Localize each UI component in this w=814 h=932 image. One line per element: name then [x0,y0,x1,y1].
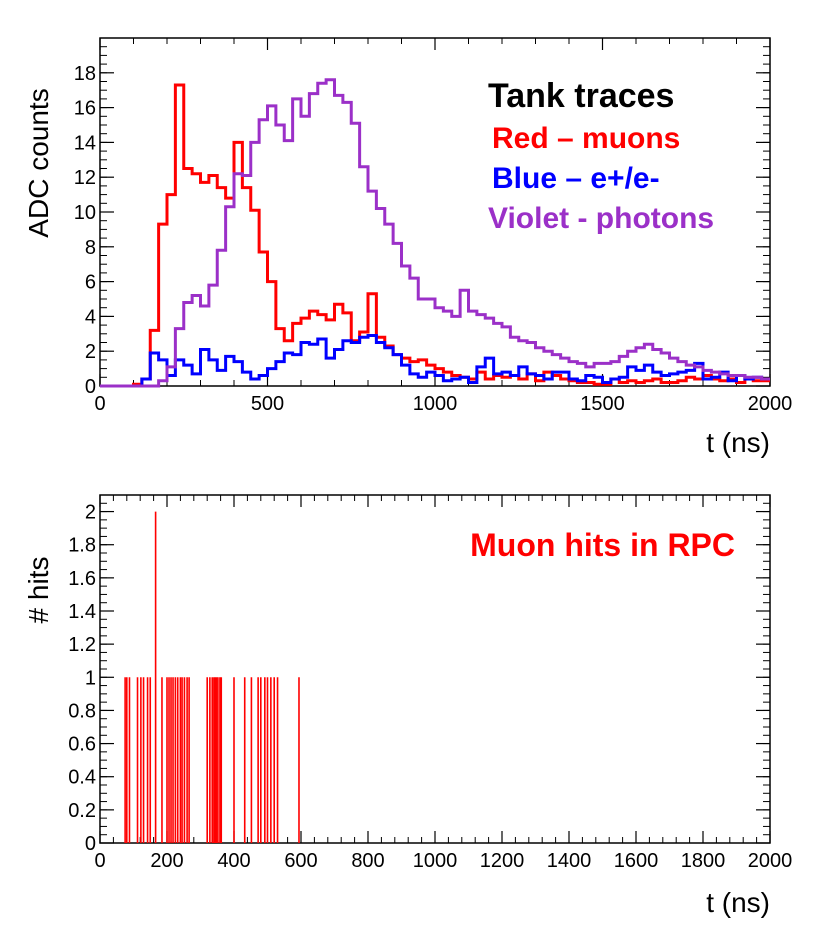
rpc-spike-group [124,511,300,843]
tank-legend: Tank traces Red – muons Blue – e+/e- Vio… [488,77,714,235]
rpc-annotation: Muon hits in RPC [470,527,735,563]
panel1-y-tick-label: 0.4 [68,767,96,789]
panel0-y-tick-label: 4 [85,306,96,328]
panel1-x-tick-label: 600 [284,850,317,872]
panel0-x-tick-label: 1500 [580,393,625,415]
legend-entry-muons: Red – muons [492,122,680,155]
panel1-y-tick-label: 0 [85,833,96,855]
panel1-y-tick-label: 0.6 [68,734,96,756]
panel1-y-tick-label: 1 [85,667,96,689]
panel0-y-tick-label: 2 [85,341,96,363]
tank-trace-panel: 0 500 1000 1500 2000 0 2 4 6 8 10 12 14 16 18 ADC coun… [23,37,793,458]
panel1-x-tick-label: 400 [217,850,250,872]
panel1-x-tick-label: 1200 [480,850,525,872]
panel0-y-tick-label: 18 [74,63,96,85]
panel1-y-tick-label: 1.8 [68,535,96,557]
panel0-y-tick-label: 0 [85,376,96,398]
panel0-y-tick-label: 14 [74,132,96,154]
panel0-y-tick-label: 10 [74,202,96,224]
tank-plot-frame [99,37,771,387]
panel0-x-tick-label: 1000 [413,393,458,415]
legend-title: Tank traces [488,77,674,115]
panel1-y-tick-label: 1.2 [68,634,96,656]
tank-x-axis-title: t (ns) [706,427,770,458]
panel1-x-tick-label: 800 [351,850,384,872]
panel1-x-tick-label: 2000 [748,850,793,872]
panel1-x-tick-label: 1000 [413,850,458,872]
panel0-y-tick-label: 6 [85,272,96,294]
series-line-photons [100,78,770,388]
panel1-y-tick-label: 1.4 [68,601,96,623]
series-line-muons [100,83,770,388]
panel0-x-tick-label: 500 [251,393,284,415]
rpc-hits-panel: 0 200 400 600 800 1000 1200 1400 1600 1800 2000 0 0.… [23,494,793,918]
tank-axis-ticks: 0 500 1000 1500 2000 0 2 4 6 8 10 12 14 16 18 [74,37,793,415]
panel1-y-tick-label: 1.6 [68,568,96,590]
rpc-y-axis-title: # hits [23,557,54,624]
panel0-y-tick-label: 12 [74,167,96,189]
series-line-e-e- [100,334,770,388]
panel1-x-tick-label: 1400 [547,850,592,872]
tank-series-group [100,78,770,388]
panel0-y-tick-label: 16 [74,98,96,120]
rpc-axis-ticks: 0 200 400 600 800 1000 1200 1400 1600 1800 2000 0 0.… [68,494,793,872]
panel1-y-tick-label: 2 [85,502,96,524]
legend-entry-photons: Violet - photons [488,202,714,235]
tank-y-axis-title: ADC counts [23,88,54,237]
panel0-x-tick-label: 2000 [748,393,793,415]
panel1-y-tick-label: 0.2 [68,800,96,822]
panel0-y-tick-label: 8 [85,237,96,259]
panel1-y-tick-label: 0.8 [68,700,96,722]
panel1-x-tick-label: 200 [150,850,183,872]
legend-entry-electrons: Blue – e+/e- [492,162,660,195]
panel0-x-tick-label: 0 [94,393,105,415]
rpc-x-axis-title: t (ns) [706,887,770,918]
panel1-x-tick-label: 1800 [681,850,726,872]
panel1-x-tick-label: 1600 [614,850,659,872]
panel1-x-tick-label: 0 [94,850,105,872]
